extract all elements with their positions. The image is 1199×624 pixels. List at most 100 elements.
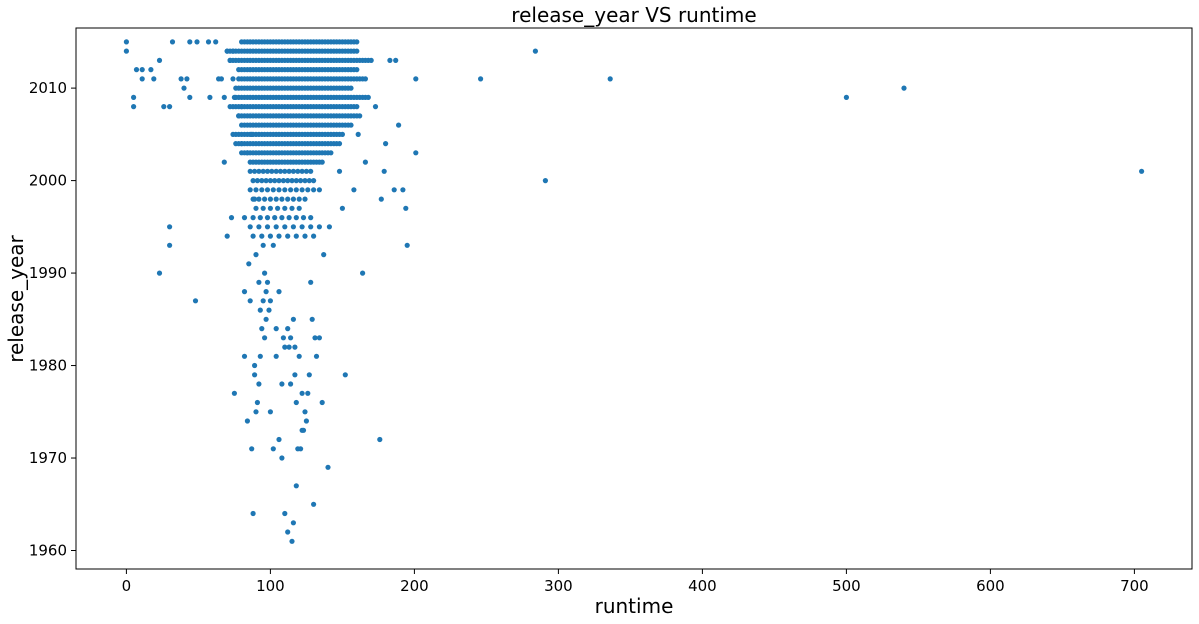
data-point [396, 122, 402, 128]
data-point [478, 76, 484, 82]
data-point [256, 168, 262, 174]
data-point [302, 178, 308, 184]
data-point [221, 94, 227, 100]
data-point [231, 94, 237, 100]
data-point [403, 205, 409, 211]
data-point [326, 224, 332, 230]
data-point [293, 215, 299, 221]
y-tick-label: 1990 [29, 264, 67, 282]
data-point [282, 510, 288, 517]
data-point [279, 381, 285, 387]
data-point [316, 224, 322, 230]
data-point [133, 67, 140, 73]
data-point [282, 224, 288, 230]
data-point [247, 298, 253, 304]
data-point [279, 215, 285, 221]
data-point [362, 159, 368, 165]
data-point [293, 187, 299, 193]
data-point [354, 104, 360, 110]
data-point [372, 104, 379, 110]
data-point [316, 187, 322, 193]
data-point [257, 353, 263, 359]
data-point [270, 187, 276, 193]
data-point [139, 67, 145, 73]
data-point [244, 150, 250, 156]
data-point [308, 215, 314, 221]
data-point [169, 39, 176, 45]
data-point [325, 464, 331, 470]
data-point [247, 187, 253, 193]
data-point [194, 39, 200, 45]
data-point [252, 372, 258, 378]
data-point [290, 168, 296, 174]
data-point [161, 104, 167, 110]
data-point [293, 483, 299, 489]
data-point [313, 353, 320, 359]
data-point [276, 187, 282, 193]
data-point [280, 178, 286, 184]
data-point [148, 67, 154, 73]
data-point [298, 178, 304, 184]
data-point [253, 187, 259, 193]
data-point [348, 85, 354, 91]
data-point [221, 159, 227, 165]
data-point [275, 205, 281, 211]
data-point [292, 344, 298, 350]
data-point [273, 196, 279, 202]
data-point [282, 205, 288, 211]
data-point [259, 326, 265, 332]
data-point [289, 178, 295, 184]
data-point [279, 196, 285, 202]
data-point [295, 168, 301, 174]
data-point [264, 279, 271, 285]
data-point [263, 316, 269, 322]
data-point [296, 205, 302, 211]
data-point [270, 242, 276, 248]
data-point [328, 150, 334, 156]
data-point [253, 205, 259, 211]
data-point [312, 335, 318, 341]
data-point [901, 85, 907, 91]
data-point [290, 316, 296, 322]
data-point [259, 187, 265, 193]
data-point [311, 233, 317, 239]
data-point [336, 168, 343, 174]
data-point [139, 76, 145, 82]
data-point [167, 242, 173, 248]
data-point [299, 390, 305, 396]
data-point [276, 233, 282, 239]
data-point [309, 316, 315, 322]
data-point [360, 270, 366, 276]
data-point [293, 399, 299, 406]
data-point [289, 205, 295, 211]
data-point [252, 196, 258, 202]
data-point [302, 196, 308, 202]
data-point [288, 381, 294, 387]
data-point [293, 178, 299, 184]
plot-frame [75, 27, 1193, 570]
data-point [387, 57, 393, 64]
data-point [264, 215, 271, 221]
data-point [336, 141, 343, 147]
data-point [244, 418, 250, 424]
data-point [231, 390, 237, 396]
data-point [254, 178, 260, 184]
data-point [351, 187, 357, 193]
data-point [256, 279, 262, 285]
data-point [230, 48, 236, 54]
data-point [308, 224, 314, 230]
data-point [256, 196, 262, 202]
data-point [205, 39, 212, 45]
data-point [228, 215, 235, 221]
data-point [187, 94, 193, 100]
data-point [285, 529, 291, 535]
data-point [236, 67, 242, 73]
data-point [252, 362, 258, 369]
data-point [249, 131, 255, 137]
data-point [273, 353, 279, 359]
data-point [282, 344, 288, 350]
data-point [306, 372, 312, 378]
data-point [355, 131, 361, 137]
data-point [230, 76, 236, 82]
data-point [250, 233, 256, 239]
